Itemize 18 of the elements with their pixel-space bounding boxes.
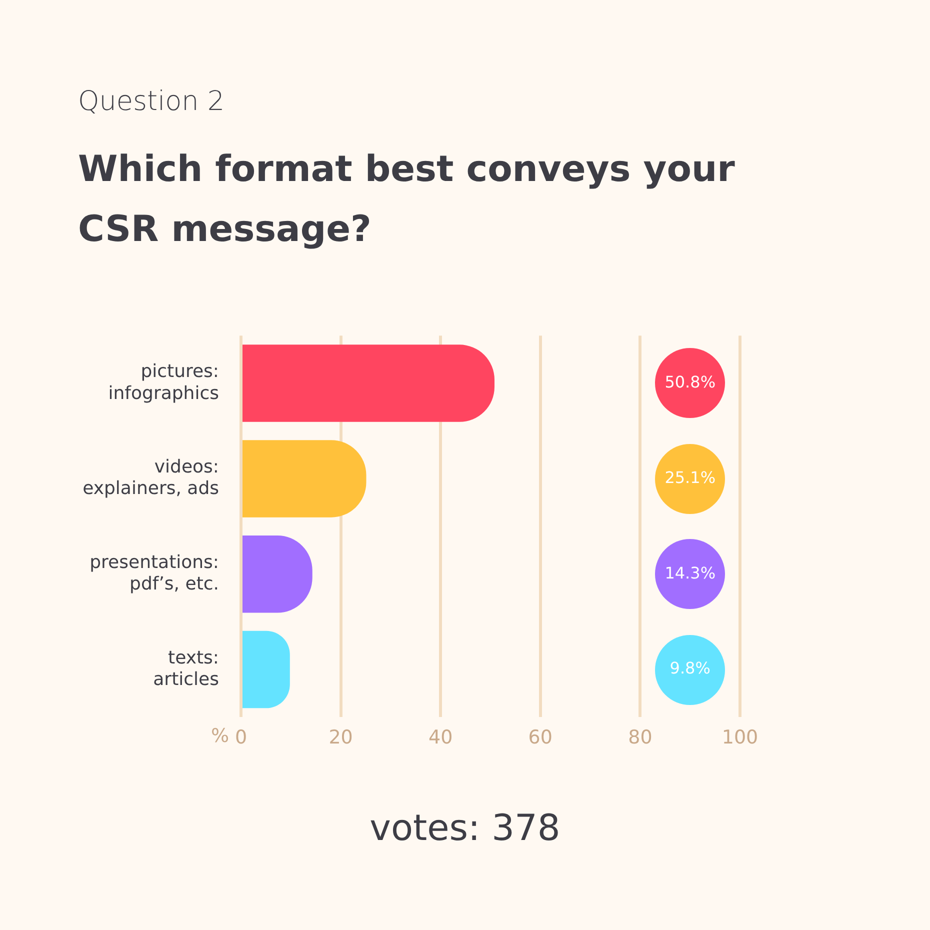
x-tick-label: 20 <box>328 726 353 749</box>
x-axis-title: % <box>210 725 229 748</box>
x-tick-label: 100 <box>722 726 758 749</box>
y-tick-label: presentations: pdf’s, etc. <box>90 552 219 595</box>
y-tick-label: texts: articles <box>153 647 219 690</box>
data-label: 9.8% <box>670 658 710 678</box>
x-tick-label: 80 <box>628 726 652 749</box>
data-label: 14.3% <box>664 563 716 582</box>
text: votes: 378 <box>368 808 562 849</box>
chart-subtitle: Question 2 <box>78 86 225 117</box>
x-tick-label: 60 <box>528 726 552 749</box>
data-label: 25.1% <box>664 468 716 487</box>
data-label: 50.8% <box>664 372 716 392</box>
y-tick-label: videos: explainers, ads <box>82 456 219 500</box>
chart-title: Which format best conveys your CSR message? <box>78 148 736 252</box>
x-tick-label: 0 <box>234 726 248 749</box>
y-tick-label: pictures: infographics <box>108 361 219 404</box>
x-tick-label: 40 <box>428 726 453 749</box>
